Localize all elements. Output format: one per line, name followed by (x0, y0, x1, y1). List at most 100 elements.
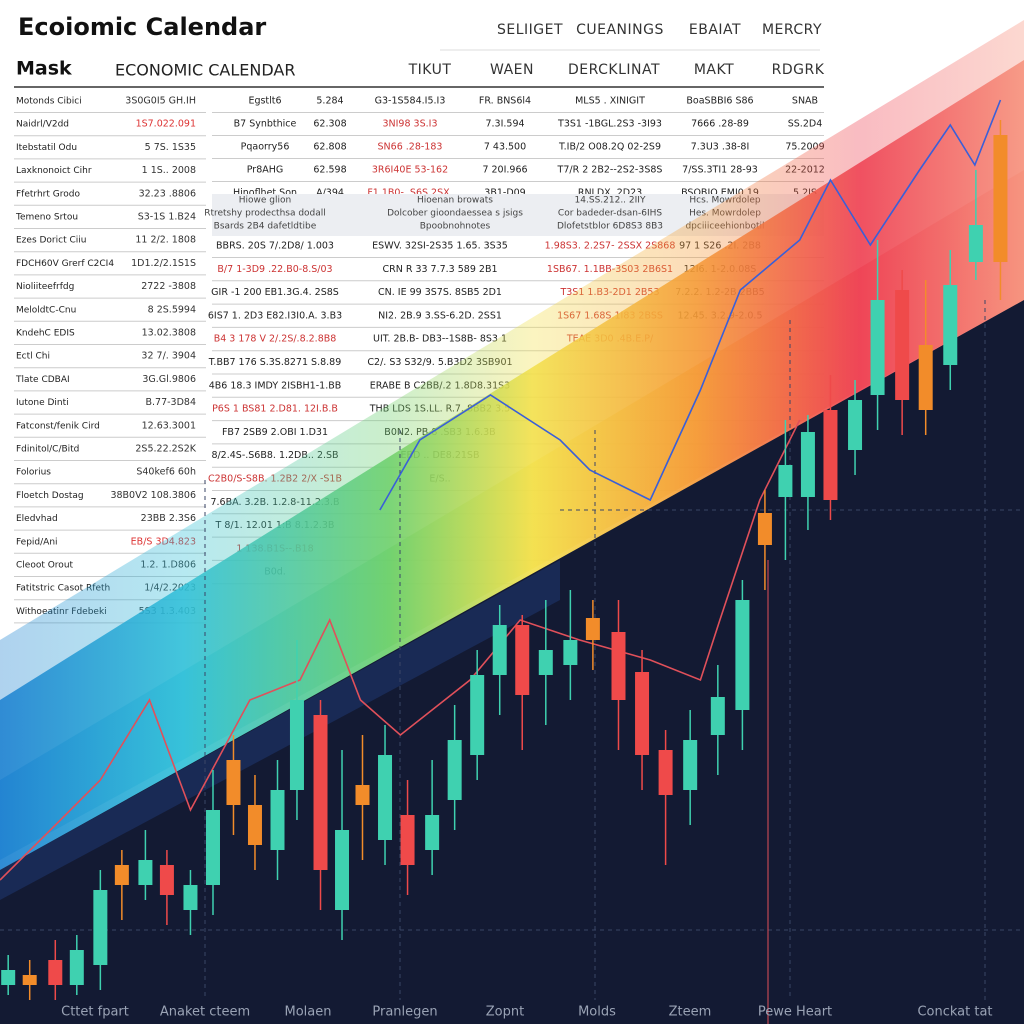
row-value: 11 2/2. 1808 (135, 235, 196, 246)
candle-body (159, 865, 174, 895)
candle-body (48, 960, 63, 985)
header: Ecoiomic Calendar Mask ECONOMIC CALENDAR… (14, 13, 825, 88)
cell: FR. BNS6l4 (479, 96, 531, 107)
cell: BBRS. 20S 7/.2D8/ 1.003 (216, 241, 334, 252)
row-value: 3G.Gl.9806 (142, 374, 196, 385)
cell: 3R6I40E 53-162 (372, 165, 448, 176)
cell: 4B6 18.3 IMDY 2ISBH1-1.BB (209, 380, 342, 391)
note: Dolcober gioondaessea s jsigs (387, 209, 523, 219)
cell: 62.598 (313, 165, 346, 176)
cell: 7.3I.594 (485, 119, 524, 130)
candle-body (918, 345, 933, 410)
candle-body (226, 760, 241, 805)
cell: 75.2009 (785, 142, 824, 153)
cell: 1SB67. 1.1BB-3S03 2B6S1 (547, 264, 673, 275)
note: Rtretshy prodecthsa dodall (204, 209, 326, 219)
candle-body (378, 755, 393, 840)
cell: 7/SS.3TI1 28-93 (682, 165, 758, 176)
row-label: KndehC EDIS (16, 329, 75, 339)
row-value: 1D1.2/2.1S1S (131, 258, 196, 269)
cell: T7/R 2 2B2--2S2-3S8S (557, 165, 663, 176)
trend-line (0, 419, 801, 881)
cell: GIR -1 200 EB1.3G.4. 2S8S (211, 287, 339, 298)
x-axis-label: Molaen (285, 1005, 332, 1020)
candle-body (492, 625, 507, 675)
cell: T3S1 -1BGL.2S3 -3I93 (557, 119, 662, 130)
column-header: RDGRK (772, 62, 825, 78)
cell: 7 43.500 (484, 142, 526, 153)
row-label: Fatitstric Casot Rfeth (16, 584, 110, 594)
candle-body (658, 750, 673, 795)
candle-body (563, 640, 578, 665)
candle-body (800, 432, 815, 497)
row-label: Tlate CDBAI (15, 375, 70, 385)
note: Hiowe glion (239, 196, 291, 206)
row-value: S3-1S 1.B24 (138, 212, 196, 223)
candle-body (1, 970, 16, 985)
x-axis-label: Conckat tat (917, 1005, 992, 1020)
candle-body (183, 885, 198, 910)
cell: T.BB7 176 S.3S.8271 S.8.89 (208, 357, 342, 368)
row-label: Ffetrhrt Grodo (16, 189, 80, 199)
column-header: MAKT (694, 62, 734, 78)
candle-body (585, 618, 600, 640)
nav-tab: CUEANINGS (576, 22, 664, 38)
cell: 62.308 (313, 119, 346, 130)
cell: 6IS7 1. 2D3 E82.I3I0.A. 3.B3 (208, 310, 342, 321)
candle-body (870, 300, 885, 395)
cell: 7 20I.966 (482, 165, 527, 176)
row-value: 32.23 .8806 (139, 188, 196, 199)
candle-body (538, 650, 553, 675)
candle-body (515, 625, 530, 695)
row-label: Laxknonoict Cihr (16, 166, 92, 176)
candle-body (355, 785, 370, 805)
row-label: Cleoot Orout (16, 561, 74, 571)
note: Bpoobnohnotes (420, 222, 491, 232)
row-label: Fepid/Ani (16, 537, 58, 547)
app-title: Ecoiomic Calendar (18, 13, 266, 41)
cell: T.IB/2 O08.2Q 02-2S9 (558, 142, 661, 153)
column-header: WAEN (490, 62, 534, 78)
candle-body (848, 400, 863, 450)
note: Hcs. Mowrdolep (689, 196, 761, 206)
cell: B4 3 178 V 2/.2S/.8.2.8B8 (214, 334, 337, 345)
candle-body (335, 830, 350, 910)
candle-body (22, 975, 37, 985)
x-axis-label: Zteem (669, 1005, 712, 1020)
row-value: 12.63.3001 (142, 420, 196, 431)
cell: FB7 2SB9 2.OBI 1.D31 (222, 427, 328, 438)
row-label: FDCH60V Grerf C2CI4 (16, 259, 114, 269)
cell: 5.284 (316, 96, 343, 107)
nav-tab: SELIIGET (497, 22, 563, 38)
candle-body (400, 815, 415, 865)
row-value: 8 2S.5994 (148, 304, 196, 315)
cell: ESWV. 32SI-2S35 1.65. 3S35 (372, 241, 508, 252)
nav-tab: EBAIAT (689, 22, 741, 38)
row-value: 2722 -3808 (141, 281, 196, 292)
cell: BoaSBBI6 S86 (686, 96, 753, 107)
candle-body (635, 672, 650, 755)
section-title: ECONOMIC CALENDAR (115, 61, 295, 80)
cell: SNAB (792, 96, 818, 107)
candle-body (470, 675, 485, 755)
note: 14.SS.212.. 2IIY (575, 196, 646, 206)
grid (0, 300, 1024, 1024)
row-value: 13.02.3808 (142, 328, 196, 339)
cell: 8/2.4S-.S6B8. 1.2DB.. 2.SB (211, 450, 338, 461)
row-value: S40kef6 60h (136, 467, 196, 478)
row-label: Fatconst/fenik Cird (16, 421, 100, 431)
candle-body (895, 290, 910, 400)
column-header: TIKUT (408, 62, 452, 78)
row-label: Itebstatil Odu (16, 143, 77, 153)
x-axis-label: Cttet fpart (61, 1005, 129, 1020)
row-label: Temeno Srtou (15, 213, 78, 223)
subtitle: Mask (16, 58, 72, 80)
x-axis-label: Molds (578, 1005, 616, 1020)
note: Dlofetstblor 6D8S3 8B3 (557, 222, 663, 232)
row-value: 1S7.022.091 (136, 119, 196, 130)
candle-body (757, 513, 772, 545)
candle-body (611, 632, 626, 700)
cell: G3-1S584.I5.I3 (375, 96, 446, 107)
row-label: Floetch Dostag (16, 491, 84, 501)
